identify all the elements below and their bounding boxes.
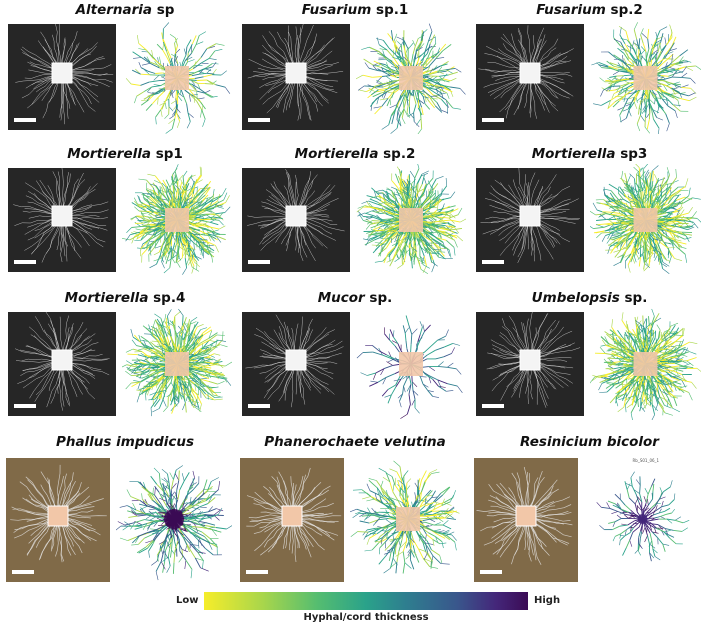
species-panel: Mucor sp. bbox=[234, 290, 468, 422]
species-genus: Fusarium bbox=[301, 2, 372, 18]
species-genus: Mortierella bbox=[294, 146, 379, 162]
species-title: Phanerochaete velutina bbox=[238, 434, 472, 450]
species-genus: Fusarium bbox=[536, 2, 606, 18]
network-graph bbox=[590, 22, 701, 134]
scale-bar bbox=[246, 570, 268, 574]
network-graph: Rb_S01_06_1 bbox=[584, 456, 701, 582]
species-suffix: sp.4 bbox=[148, 290, 186, 306]
species-genus: Phanerochaete velutina bbox=[264, 434, 446, 450]
network-graph bbox=[590, 308, 701, 420]
scale-bar bbox=[248, 118, 270, 122]
species-panel: Mortierella sp.2 bbox=[234, 146, 468, 278]
culture-photo bbox=[8, 24, 116, 130]
scale-bar bbox=[248, 260, 270, 264]
species-title: Resinicium bicolor bbox=[472, 434, 703, 450]
scale-bar bbox=[482, 404, 504, 408]
species-genus: Mortierella bbox=[67, 146, 151, 162]
network-graph bbox=[356, 308, 466, 420]
species-genus: Mucor bbox=[317, 290, 365, 306]
network-graph bbox=[590, 164, 701, 276]
scale-bar bbox=[482, 260, 504, 264]
culture-photo bbox=[242, 168, 350, 272]
scale-bar bbox=[12, 570, 34, 574]
network-graph bbox=[122, 22, 232, 134]
colorbar-gradient bbox=[204, 592, 528, 610]
scale-bar bbox=[14, 118, 36, 122]
species-panel: Resinicium bicolor Rb_S01_06_1 bbox=[468, 434, 703, 588]
network-graph bbox=[350, 456, 466, 582]
species-title: Mortierella sp.2 bbox=[238, 146, 472, 162]
species-panel: Fusarium sp.2 bbox=[468, 2, 703, 136]
species-panel: Fusarium sp.1 bbox=[234, 2, 468, 136]
network-graph bbox=[122, 164, 232, 276]
legend-high-label: High bbox=[534, 595, 561, 606]
species-title: Mucor sp. bbox=[238, 290, 472, 306]
colorbar-legend: Low High Hyphal/cord thickness bbox=[150, 588, 570, 626]
culture-photo bbox=[240, 458, 344, 582]
species-genus: Resinicium bicolor bbox=[520, 434, 659, 450]
species-panel: Mortierella sp1 bbox=[0, 146, 234, 278]
scale-bar bbox=[248, 404, 270, 408]
species-genus: Umbelopsis bbox=[531, 290, 620, 306]
network-graph bbox=[116, 456, 232, 582]
legend-low-label: Low bbox=[176, 595, 199, 606]
species-panel: Phallus impudicus bbox=[0, 434, 234, 588]
network-file-label: Rb_S01_06_1 bbox=[632, 458, 660, 463]
scale-bar bbox=[14, 260, 36, 264]
species-panel: Umbelopsis sp. bbox=[468, 290, 703, 422]
scale-bar bbox=[482, 118, 504, 122]
species-title: Umbelopsis sp. bbox=[472, 290, 703, 306]
species-suffix: sp. bbox=[619, 290, 648, 306]
species-suffix: sp.2 bbox=[605, 2, 643, 18]
species-title: Fusarium sp.2 bbox=[472, 2, 703, 18]
species-panel: Alternaria sp bbox=[0, 2, 234, 136]
network-graph bbox=[356, 164, 466, 276]
culture-photo bbox=[476, 168, 584, 272]
species-panel: Phanerochaete velutina bbox=[234, 434, 468, 588]
culture-photo bbox=[8, 168, 116, 272]
network-graph bbox=[356, 22, 466, 134]
species-genus: Mortierella bbox=[64, 290, 149, 306]
species-title: Mortierella sp.4 bbox=[8, 290, 242, 306]
network-graph bbox=[122, 308, 232, 420]
species-panel: Mortierella sp.4 bbox=[0, 290, 234, 422]
culture-photo bbox=[8, 312, 116, 416]
legend-title: Hyphal/cord thickness bbox=[303, 612, 429, 623]
species-suffix: sp bbox=[152, 2, 175, 18]
culture-photo bbox=[476, 24, 584, 130]
species-title: Alternaria sp bbox=[8, 2, 242, 18]
species-title: Phallus impudicus bbox=[8, 434, 242, 450]
scale-bar bbox=[14, 404, 36, 408]
species-genus: Mortierella bbox=[531, 146, 616, 162]
species-suffix: sp. bbox=[364, 290, 393, 306]
species-suffix: sp.1 bbox=[371, 2, 409, 18]
species-genus: Phallus impudicus bbox=[55, 434, 195, 450]
species-suffix: sp.2 bbox=[378, 146, 416, 162]
species-suffix: sp3 bbox=[615, 146, 648, 162]
culture-photo bbox=[474, 458, 578, 582]
species-suffix: sp1 bbox=[151, 146, 183, 162]
culture-photo bbox=[476, 312, 584, 416]
scale-bar bbox=[480, 570, 502, 574]
culture-photo bbox=[242, 312, 350, 416]
culture-photo bbox=[242, 24, 350, 130]
culture-photo bbox=[6, 458, 110, 582]
species-panel: Mortierella sp3 bbox=[468, 146, 703, 278]
species-genus: Alternaria bbox=[75, 2, 153, 18]
species-title: Mortierella sp3 bbox=[472, 146, 703, 162]
species-title: Mortierella sp1 bbox=[8, 146, 242, 162]
species-title: Fusarium sp.1 bbox=[238, 2, 472, 18]
